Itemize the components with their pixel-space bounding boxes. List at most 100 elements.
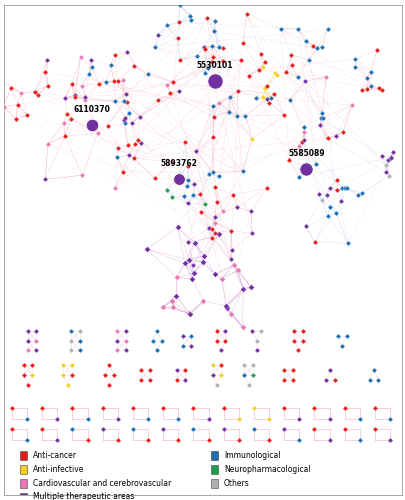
Point: [234, 86, 240, 94]
Point: [200, 252, 207, 260]
Point: [94, 129, 101, 137]
Text: 6110370: 6110370: [73, 106, 110, 114]
Point: [222, 336, 228, 344]
FancyBboxPatch shape: [20, 492, 27, 500]
Point: [69, 371, 75, 379]
Point: [151, 43, 158, 51]
Point: [298, 138, 305, 146]
Point: [277, 25, 284, 33]
Point: [168, 158, 175, 166]
Point: [294, 73, 300, 81]
Point: [324, 212, 330, 220]
Point: [45, 140, 51, 147]
Point: [248, 229, 255, 237]
Point: [302, 222, 308, 230]
Point: [237, 56, 243, 64]
Point: [190, 261, 196, 269]
Point: [179, 342, 185, 349]
Point: [351, 55, 358, 63]
Point: [69, 426, 76, 434]
Point: [143, 246, 150, 254]
Point: [201, 69, 207, 77]
Point: [247, 208, 254, 216]
Point: [110, 371, 117, 379]
Point: [343, 332, 349, 340]
Point: [33, 336, 39, 344]
Point: [324, 26, 330, 34]
Point: [227, 226, 234, 234]
Point: [39, 426, 45, 434]
Point: [227, 256, 233, 264]
Point: [137, 376, 144, 384]
Point: [338, 342, 345, 349]
Text: Others: Others: [224, 478, 249, 488]
Point: [131, 140, 138, 147]
Point: [249, 327, 255, 335]
Point: [61, 132, 68, 140]
Point: [250, 426, 256, 434]
Point: [187, 310, 193, 318]
Point: [154, 96, 161, 104]
Point: [137, 138, 144, 146]
Point: [42, 176, 48, 184]
FancyBboxPatch shape: [20, 452, 27, 460]
Point: [24, 415, 30, 423]
Point: [267, 94, 273, 102]
Point: [151, 174, 158, 182]
Point: [294, 24, 301, 32]
Text: Anti-infective: Anti-infective: [33, 465, 84, 474]
Point: [111, 51, 117, 59]
Point: [241, 371, 247, 379]
Point: [367, 68, 374, 76]
Point: [210, 113, 217, 121]
Point: [263, 184, 269, 192]
Point: [285, 156, 292, 164]
Point: [126, 109, 132, 117]
Point: [14, 100, 21, 108]
Point: [82, 96, 88, 104]
Point: [168, 297, 175, 305]
Point: [186, 12, 193, 20]
Point: [146, 366, 153, 374]
Point: [166, 90, 172, 98]
Point: [290, 327, 296, 335]
Point: [122, 346, 129, 354]
Point: [371, 404, 377, 412]
Point: [190, 404, 196, 412]
Point: [32, 88, 38, 96]
Point: [209, 361, 215, 369]
Text: Multiple therapeutic areas: Multiple therapeutic areas: [33, 492, 134, 500]
Point: [239, 168, 245, 175]
Point: [205, 436, 211, 444]
Point: [371, 426, 377, 434]
Point: [39, 404, 45, 412]
Point: [330, 376, 337, 384]
Point: [303, 165, 309, 173]
Point: [326, 366, 333, 374]
Point: [190, 192, 196, 200]
Point: [121, 119, 128, 127]
Point: [99, 404, 106, 412]
Point: [375, 84, 381, 92]
Point: [145, 415, 151, 423]
Point: [173, 274, 180, 281]
Point: [106, 381, 113, 389]
Point: [68, 336, 75, 344]
Point: [79, 171, 85, 179]
Point: [205, 224, 211, 232]
Point: [124, 141, 130, 149]
Point: [356, 436, 362, 444]
Point: [265, 436, 272, 444]
Point: [122, 336, 129, 344]
Point: [120, 116, 126, 124]
Point: [389, 148, 396, 156]
Point: [209, 58, 215, 66]
FancyBboxPatch shape: [20, 465, 27, 474]
Point: [185, 310, 191, 318]
Point: [318, 196, 324, 204]
Point: [69, 404, 76, 412]
Point: [209, 42, 215, 50]
Point: [188, 332, 194, 340]
Point: [20, 361, 27, 369]
Point: [153, 346, 160, 354]
